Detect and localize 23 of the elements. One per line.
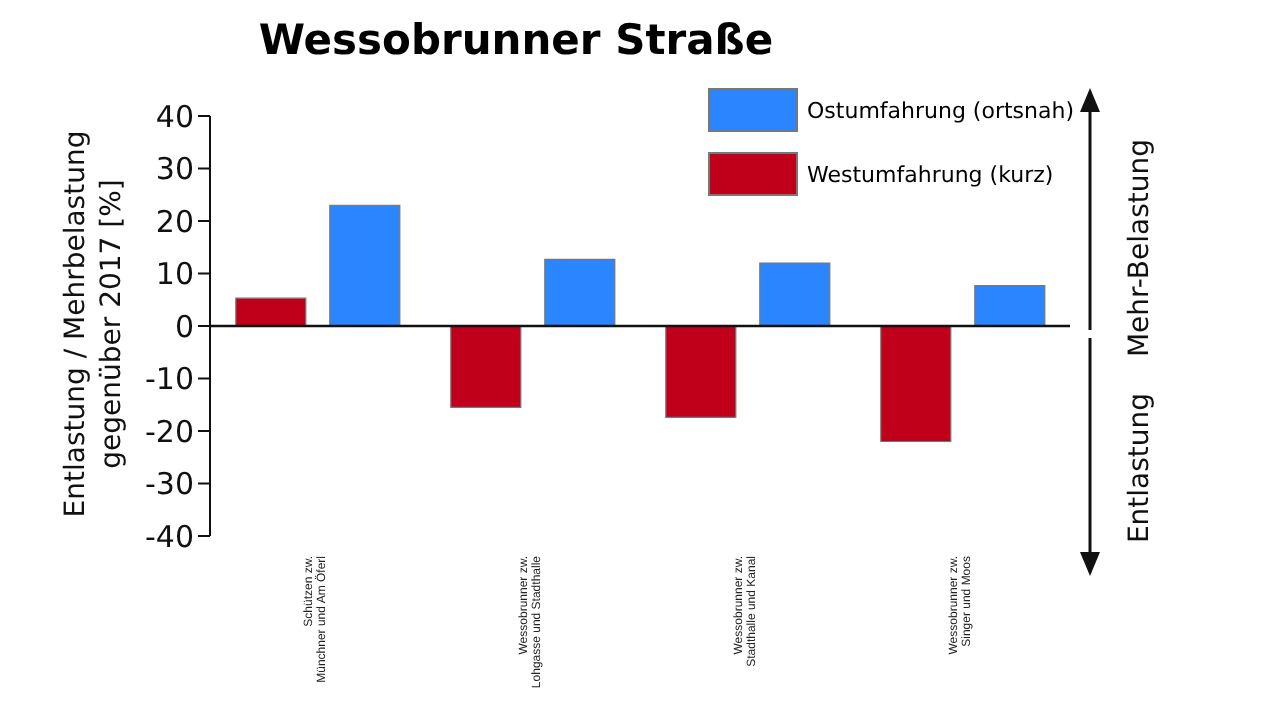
- bar: [329, 204, 401, 327]
- y-tick-label: 20: [155, 203, 194, 240]
- y-tick-label: 30: [155, 151, 194, 188]
- text: Mehr-Belastung: [1124, 138, 1156, 358]
- y-tick-label: 10: [155, 256, 194, 293]
- bar: [544, 258, 616, 327]
- y-tick-label: -40: [145, 518, 194, 555]
- legend-label: Westumfahrung (kurz): [807, 161, 1054, 187]
- bar: [880, 325, 952, 443]
- y-axis-title: Entlastung / Mehrbelastung gegenüber 2017 [%]: [60, 130, 128, 518]
- bar: [974, 284, 1046, 327]
- chart-title: Wessobrunner Straße: [256, 16, 776, 64]
- legend-label: Ostumfahrung (ortsnah): [807, 97, 1074, 123]
- bar: [235, 297, 307, 327]
- y-tick-label: 0: [174, 308, 194, 345]
- bar: [665, 325, 737, 418]
- y-tick-label: -10: [145, 361, 194, 398]
- y-tick-label: -30: [145, 466, 194, 503]
- y-tick-label: 40: [155, 98, 194, 135]
- bar: [450, 325, 522, 408]
- bar: [759, 262, 831, 327]
- y-tick-label: -20: [145, 413, 194, 450]
- text: Entlastung: [1124, 392, 1156, 544]
